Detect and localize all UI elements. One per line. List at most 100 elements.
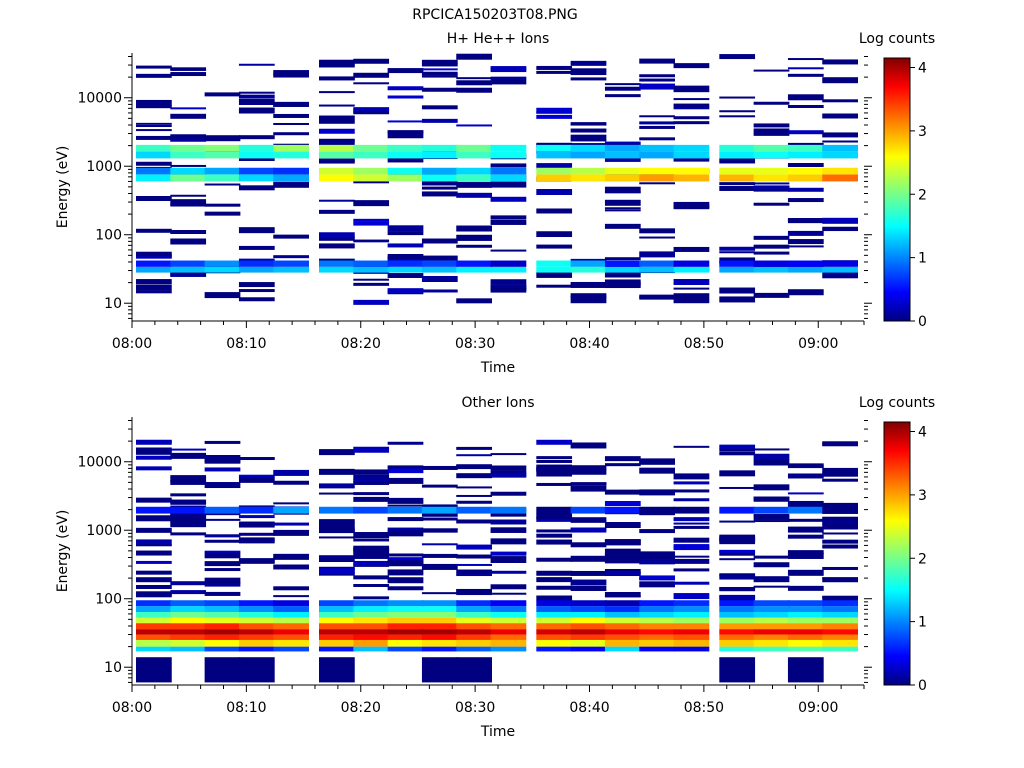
y-axis-label: Energy (eV) <box>55 510 71 593</box>
sparse-count-cell <box>753 132 790 136</box>
count-cell <box>639 151 675 159</box>
sparse-count-cell <box>273 595 309 598</box>
sparse-count-cell <box>170 203 207 207</box>
count-cell <box>204 606 241 612</box>
sparse-count-cell <box>387 553 424 557</box>
sparse-count-cell <box>319 468 355 475</box>
sparse-count-cell <box>673 107 710 110</box>
count-cell <box>238 629 275 635</box>
sparse-count-cell <box>387 557 424 561</box>
sparse-count-cell <box>536 65 573 70</box>
sparse-count-cell <box>456 77 492 80</box>
sparse-count-cell <box>822 516 858 520</box>
sparse-count-cell <box>719 182 756 186</box>
sparse-count-cell <box>456 500 492 504</box>
count-cell <box>490 260 527 267</box>
count-cell <box>604 611 641 618</box>
count-cell <box>570 293 607 304</box>
sparse-count-cell <box>673 525 710 529</box>
sparse-count-cell <box>536 107 573 114</box>
energy-band <box>136 617 858 624</box>
sparse-count-cell <box>753 555 790 559</box>
count-cell <box>319 657 355 683</box>
sparse-count-cell <box>639 236 675 239</box>
sparse-count-cell <box>421 543 458 546</box>
count-cell <box>673 629 710 635</box>
sparse-count-cell <box>719 251 756 254</box>
sparse-count-cell <box>387 95 424 99</box>
count-cell <box>719 611 756 618</box>
sparse-count-cell <box>456 544 492 550</box>
count-cell <box>421 617 458 624</box>
colorbar-label: Log counts <box>859 31 935 47</box>
sparse-count-cell <box>170 68 207 71</box>
count-cell <box>570 606 607 612</box>
count-cell <box>639 646 675 652</box>
sparse-count-cell <box>238 99 275 106</box>
count-cell <box>604 606 641 612</box>
count-cell <box>536 266 573 273</box>
sparse-count-cell <box>421 87 458 92</box>
sparse-count-cell <box>536 456 573 460</box>
sparse-count-cell <box>536 577 573 583</box>
count-cell <box>719 144 756 152</box>
count-cell <box>273 617 309 624</box>
count-cell <box>136 260 172 267</box>
count-cell <box>719 623 756 630</box>
sparse-count-cell <box>273 553 309 560</box>
x-tick-label: 08:20 <box>341 700 381 716</box>
sparse-count-cell <box>673 568 710 572</box>
sparse-count-cell <box>753 202 790 206</box>
panel-title: H+ He++ Ions <box>447 31 550 47</box>
sparse-count-cell <box>421 517 458 521</box>
count-cell <box>319 260 355 267</box>
sparse-count-cell <box>136 125 172 128</box>
sparse-count-cell <box>353 575 390 580</box>
sparse-count-cell <box>204 92 241 97</box>
count-cell <box>822 639 858 647</box>
sparse-count-cell <box>570 122 607 126</box>
y-ticks <box>124 56 872 319</box>
sparse-count-cell <box>204 458 241 464</box>
sparse-count-cell <box>319 115 355 122</box>
sparse-count-cell <box>787 492 824 495</box>
sparse-count-cell <box>639 554 675 559</box>
count-cell <box>787 174 824 182</box>
count-cell <box>421 606 458 612</box>
sparse-count-cell <box>170 113 207 119</box>
sparse-count-cell <box>570 134 607 140</box>
sparse-count-cell <box>822 467 858 473</box>
sparse-count-cell <box>787 552 824 559</box>
sparse-count-cell <box>456 473 492 479</box>
count-cell <box>536 634 573 640</box>
count-cell <box>319 600 355 607</box>
sparse-count-cell <box>319 140 355 147</box>
sparse-count-cell <box>673 445 710 448</box>
count-cell <box>319 606 355 612</box>
panel-title: Other Ions <box>461 395 534 411</box>
count-cell <box>238 260 275 267</box>
sparse-count-cell <box>604 157 641 162</box>
count-cell <box>673 151 710 159</box>
energy-band <box>136 174 858 182</box>
count-cell <box>787 606 824 612</box>
colorbar-tick-label: 4 <box>918 61 927 77</box>
count-cell <box>753 151 790 159</box>
sparse-count-cell <box>273 101 309 107</box>
count-cell <box>822 266 858 273</box>
sparse-count-cell <box>787 534 824 539</box>
sparse-count-cell <box>170 524 207 528</box>
sparse-count-cell <box>787 245 824 248</box>
x-tick-label: 08:00 <box>112 336 152 352</box>
sparse-count-cell <box>353 282 390 286</box>
sparse-count-cell <box>170 67 207 71</box>
sparse-count-cell <box>421 563 458 570</box>
sparse-count-cell <box>490 551 527 556</box>
sparse-count-cell <box>170 448 207 451</box>
y-tick-label: 1000 <box>86 159 122 175</box>
sparse-count-cell <box>753 520 790 523</box>
count-cell <box>238 600 275 607</box>
sparse-count-cell <box>536 570 573 576</box>
count-cell <box>639 623 675 630</box>
sparse-count-cell <box>639 251 675 258</box>
